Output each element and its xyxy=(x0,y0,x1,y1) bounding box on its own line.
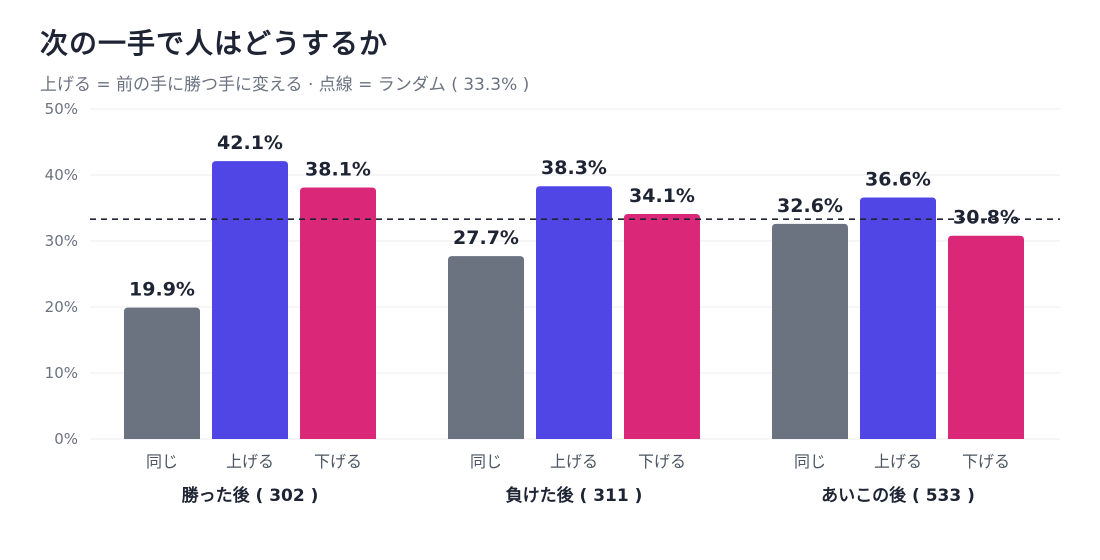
group-label: 負けた後 ( 311 ) xyxy=(506,485,643,506)
bar-value-label: 32.6% xyxy=(777,195,843,217)
bar xyxy=(448,256,524,439)
bar xyxy=(860,197,936,439)
x-tick-label: 上げる xyxy=(874,452,922,471)
x-tick-label: 同じ xyxy=(794,452,826,471)
x-tick-label: 下げる xyxy=(962,452,1010,471)
bar xyxy=(536,186,612,439)
y-tick-label: 30% xyxy=(45,232,78,250)
bar xyxy=(212,161,288,439)
bar-value-label: 30.8% xyxy=(953,207,1019,229)
bar-value-label: 34.1% xyxy=(629,185,695,207)
chart-title: 次の一手で人はどうするか xyxy=(40,27,389,60)
group-label: あいこの後 ( 533 ) xyxy=(821,485,975,506)
bar-value-label: 36.6% xyxy=(865,168,931,190)
bar-value-label: 42.1% xyxy=(217,132,283,154)
chart-subtitle: 上げる = 前の手に勝つ手に変える · 点線 = ランダム ( 33.3% ) xyxy=(40,75,530,95)
bar xyxy=(300,187,376,439)
bar xyxy=(124,307,200,439)
bar-value-label: 38.1% xyxy=(305,159,371,181)
x-tick-label: 同じ xyxy=(470,452,502,471)
y-tick-label: 0% xyxy=(54,430,78,448)
y-tick-label: 50% xyxy=(45,100,78,118)
x-tick-label: 下げる xyxy=(638,452,686,471)
bar-value-label: 19.9% xyxy=(129,279,195,301)
bar xyxy=(948,235,1024,439)
bar xyxy=(772,223,848,439)
bar-value-label: 38.3% xyxy=(541,157,607,179)
bar-value-label: 27.7% xyxy=(453,227,519,249)
bar xyxy=(624,213,700,439)
x-tick-label: 下げる xyxy=(314,452,362,471)
x-tick-label: 上げる xyxy=(550,452,598,471)
y-tick-label: 20% xyxy=(45,298,78,316)
y-tick-label: 10% xyxy=(45,364,78,382)
y-tick-label: 40% xyxy=(45,166,78,184)
x-tick-label: 同じ xyxy=(146,452,178,471)
group-label: 勝った後 ( 302 ) xyxy=(182,485,319,506)
x-tick-label: 上げる xyxy=(226,452,274,471)
